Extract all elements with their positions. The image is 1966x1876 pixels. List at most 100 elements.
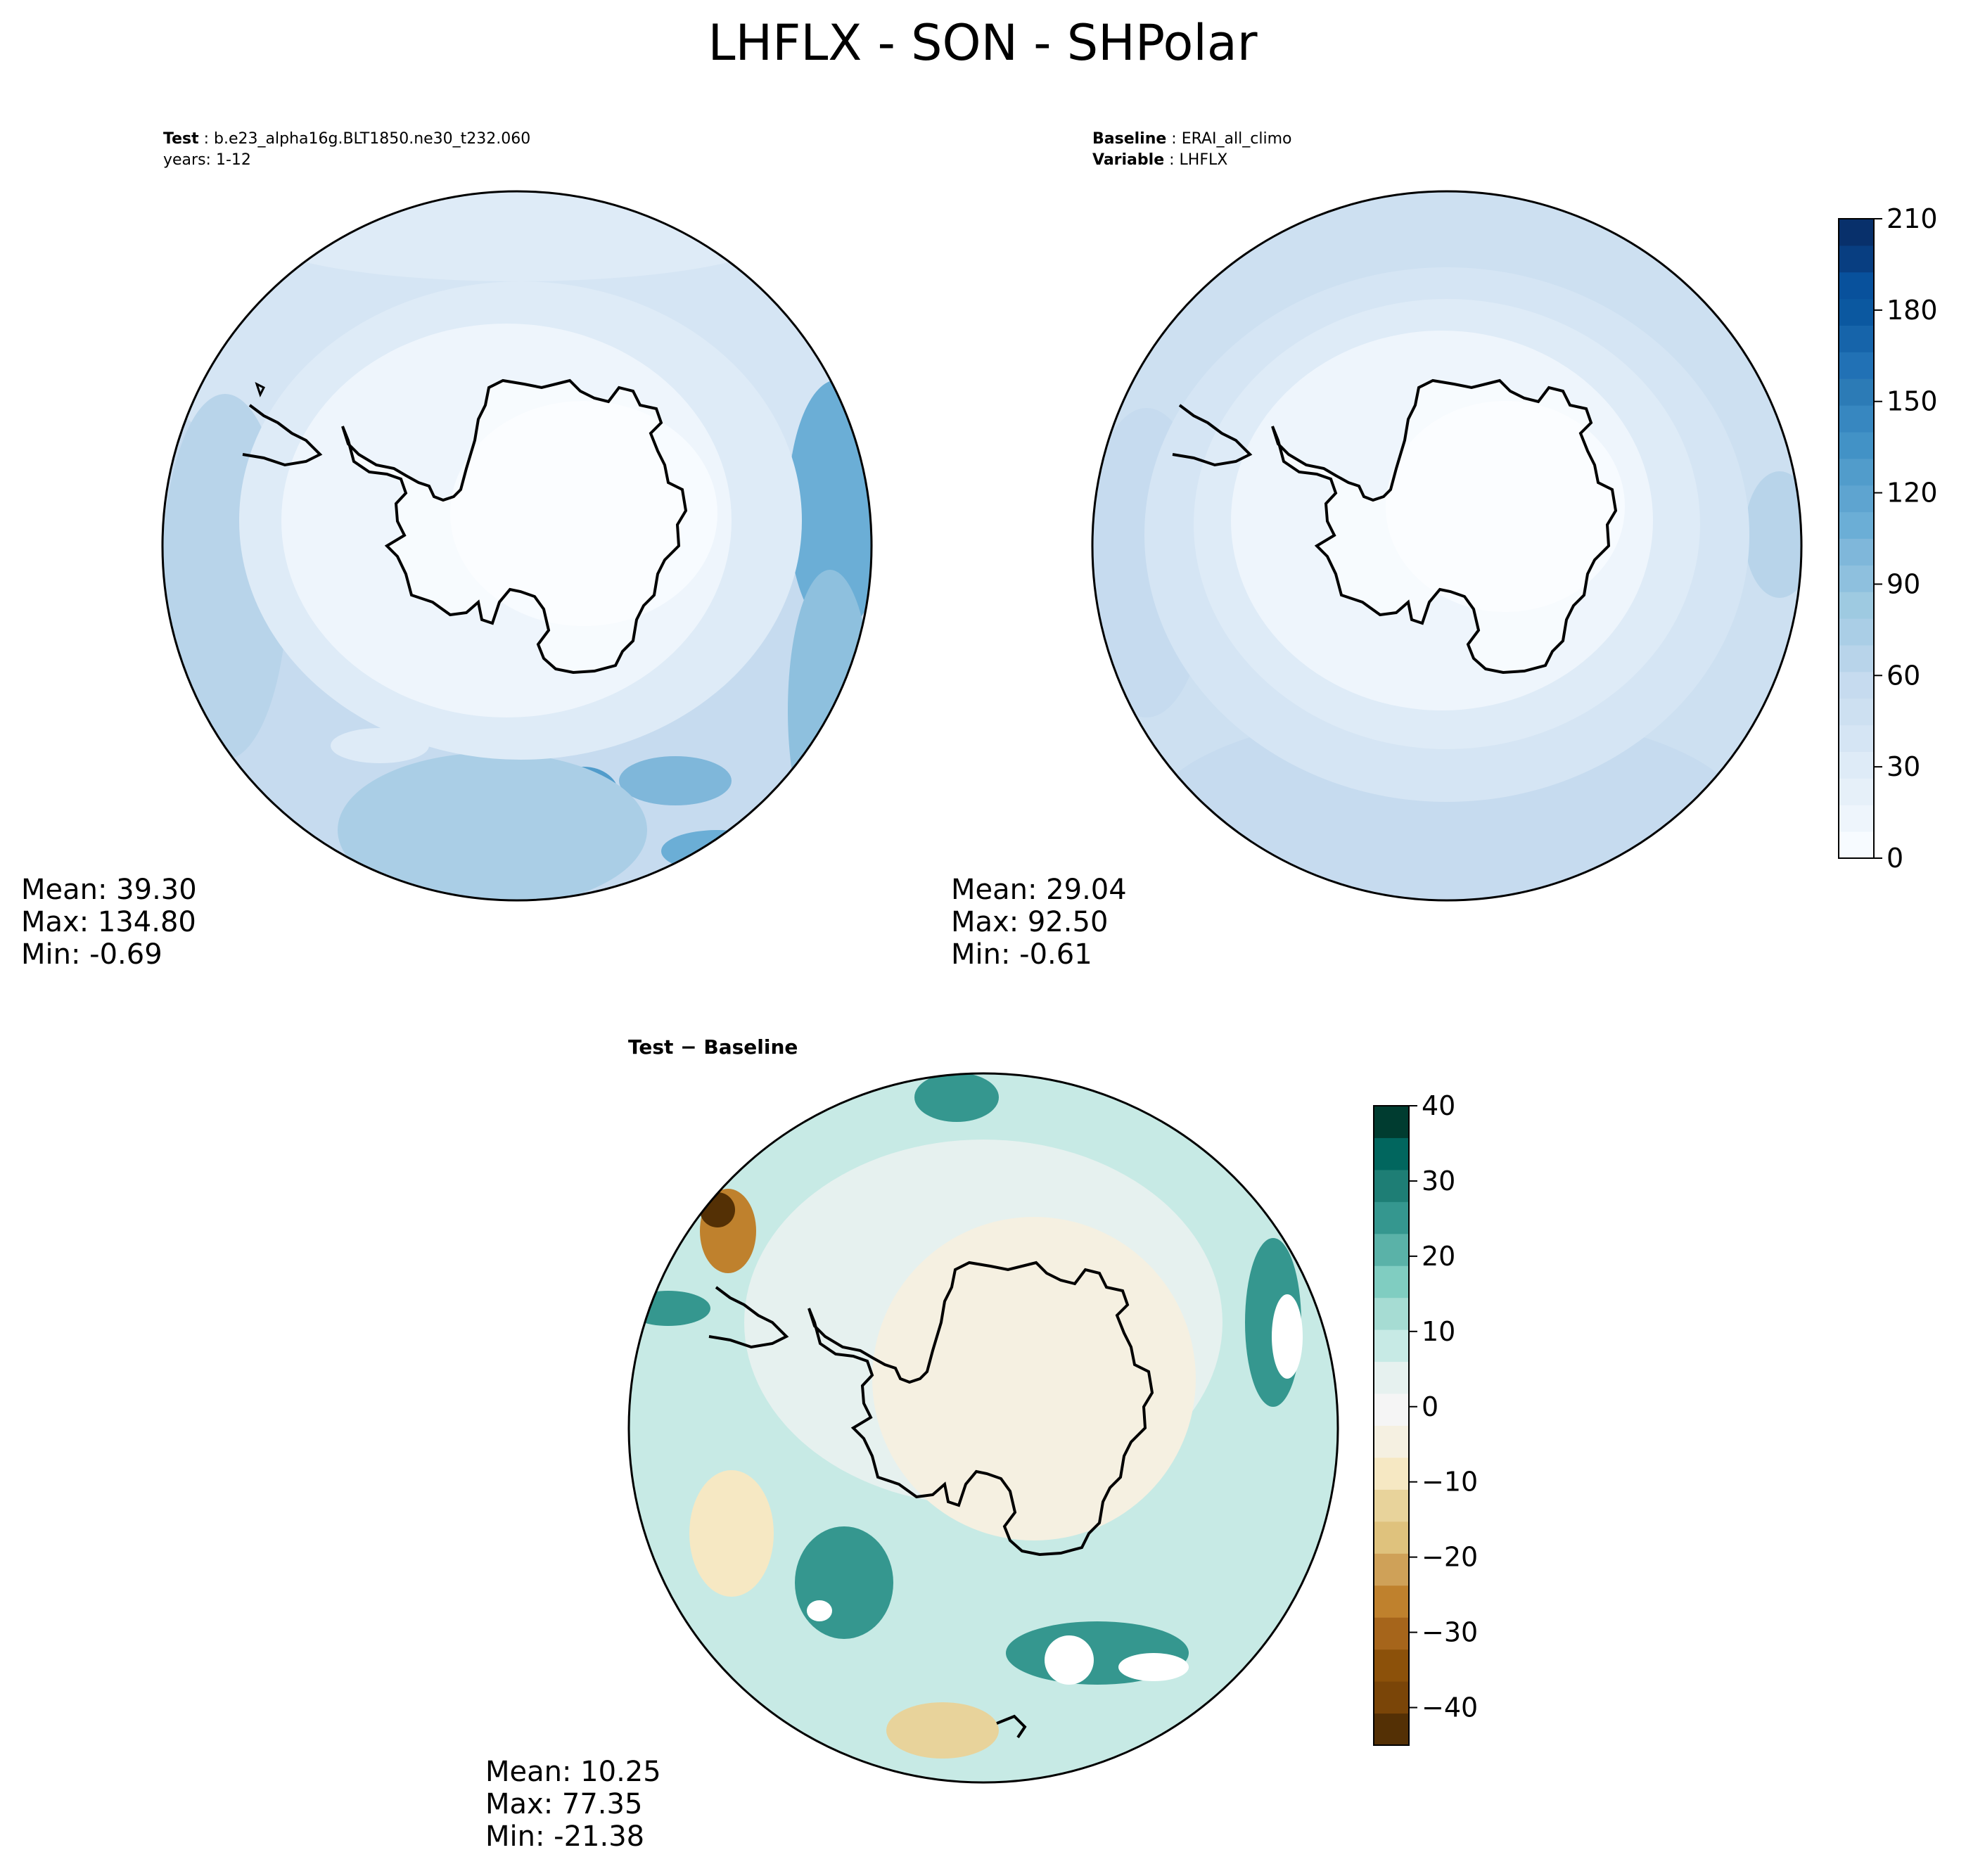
test-min: Min: -0.69 — [21, 938, 162, 971]
test-map-field-south-3 — [661, 830, 774, 872]
colorbar-segment — [1839, 805, 1874, 832]
test-new-zealand-coast — [741, 832, 772, 857]
diff-map-field-southwest-overflow — [807, 1600, 832, 1621]
baseline-map — [1092, 191, 1801, 900]
colorbar-segment — [1374, 1553, 1409, 1586]
colorbar-difference: 40 30 20 10 0 −10 −20 −30 −40 — [1373, 1090, 1478, 1746]
colorbar-segment — [1839, 219, 1874, 246]
test-mean: Mean: 39.30 — [21, 874, 197, 906]
diff-coastlines — [708, 1261, 1154, 1739]
diff-new-zealand-coast — [996, 1714, 1027, 1739]
test-years: years: 1-12 — [163, 151, 251, 169]
colorbar-segment — [1839, 298, 1874, 326]
colorbar-segment — [1374, 1649, 1409, 1682]
baseline-panel: Baseline : ERAI_all_climo Variable : LHF… — [951, 130, 1803, 971]
colorbar-segment — [1839, 618, 1874, 646]
colorbar-segment — [1839, 751, 1874, 779]
colorbar-segment — [1374, 1681, 1409, 1714]
diff-mean: Mean: 10.25 — [485, 1756, 661, 1788]
colorbar-tick-label: −30 — [1422, 1617, 1478, 1648]
colorbar-tick-label: 30 — [1887, 751, 1920, 782]
diff-map-field-north-positive — [914, 1073, 999, 1122]
colorbar-tick-label: 120 — [1887, 478, 1938, 509]
colorbar-segment — [1374, 1265, 1409, 1298]
figure-title: LHFLX - SON - SHPolar — [708, 14, 1257, 72]
diff-panel: Test − Baseline Mean: 10.2 — [485, 1035, 1339, 1853]
colorbar-segment — [1839, 378, 1874, 406]
colorbar-segment — [1374, 1169, 1409, 1202]
baseline-label: Baseline : ERAI_all_climo — [1092, 130, 1291, 148]
colorbar-tick-label: 0 — [1422, 1391, 1438, 1422]
baseline-south-america-coast — [1172, 404, 1253, 467]
variable-name: LHFLX — [1180, 151, 1228, 169]
test-case-name: b.e23_alpha16g.BLT1850.ne30_t232.060 — [214, 130, 530, 148]
diff-map-field-west-positive — [629, 1291, 710, 1326]
colorbar-segment — [1374, 1489, 1409, 1522]
colorbar-segment — [1374, 1713, 1409, 1746]
baseline-map-frame — [1091, 190, 1803, 902]
colorbar-tick-label: 0 — [1887, 843, 1903, 874]
diff-south-america-coast — [708, 1286, 789, 1349]
diff-map-field-south-overflow — [1045, 1635, 1094, 1685]
colorbar-tick-label: 40 — [1422, 1090, 1455, 1121]
baseline-max: Max: 92.50 — [951, 906, 1108, 938]
colorbar-segment — [1839, 485, 1874, 513]
test-map-field-north-2 — [250, 191, 784, 281]
baseline-label-key: Baseline — [1092, 130, 1166, 148]
test-south-america-coast — [242, 404, 323, 467]
test-map-field-blob — [331, 728, 429, 763]
colorbar-segment — [1839, 511, 1874, 539]
test-map — [162, 191, 872, 900]
colorbar-segment — [1839, 778, 1874, 805]
test-panel: Test : b.e23_alpha16g.BLT1850.ne30_t232.… — [21, 130, 873, 971]
colorbar-segment — [1374, 1361, 1409, 1394]
test-map-field-south-2 — [619, 756, 732, 805]
colorbar-tick-label: −10 — [1422, 1467, 1478, 1498]
diff-map-field-negative-west — [689, 1470, 774, 1597]
colorbar-segment — [1839, 405, 1874, 433]
test-label-sep: : — [199, 130, 214, 148]
baseline-mean: Mean: 29.04 — [951, 874, 1127, 906]
colorbar-segment — [1839, 432, 1874, 459]
colorbar-segment — [1374, 1393, 1409, 1426]
colorbar-segment — [1839, 592, 1874, 619]
test-map-frame — [161, 190, 873, 902]
colorbar-segment — [1374, 1297, 1409, 1330]
baseline-case-name: ERAI_all_climo — [1182, 130, 1292, 148]
colorbar-tick-label: −40 — [1422, 1692, 1478, 1723]
colorbar-tick-label: 10 — [1422, 1316, 1455, 1347]
diff-label: Test − Baseline — [628, 1035, 798, 1059]
colorbar-segment — [1839, 698, 1874, 726]
diff-map-frame — [627, 1072, 1339, 1784]
test-map-field-south — [338, 753, 647, 900]
test-label-key: Test — [163, 130, 199, 148]
colorbar-segment — [1374, 1329, 1409, 1363]
test-max: Max: 134.80 — [21, 906, 196, 938]
colorbar-tick-label: 20 — [1422, 1241, 1455, 1272]
colorbar-segment — [1374, 1425, 1409, 1458]
colorbar-segment — [1374, 1233, 1409, 1266]
baseline-map-field-east — [1744, 471, 1801, 598]
diff-min: Min: -21.38 — [485, 1820, 644, 1853]
colorbar-tick-label: 180 — [1887, 295, 1938, 326]
variable-label-key: Variable — [1092, 151, 1164, 169]
colorbar-segment — [1839, 325, 1874, 352]
colorbar-segment — [1839, 671, 1874, 699]
colorbar-frame — [1838, 218, 1875, 859]
colorbar-segment — [1374, 1617, 1409, 1650]
diff-map-field-negative-south — [886, 1702, 999, 1759]
test-label: Test : b.e23_alpha16g.BLT1850.ne30_t232.… — [163, 130, 530, 148]
colorbar-tick-label: 60 — [1887, 660, 1920, 691]
colorbar-segment — [1374, 1137, 1409, 1170]
colorbar-tick-label: −20 — [1422, 1542, 1478, 1573]
colorbar-segment — [1839, 565, 1874, 592]
colorbar-tick-label: 210 — [1887, 203, 1938, 234]
diff-max: Max: 77.35 — [485, 1788, 642, 1820]
diff-map — [629, 1073, 1338, 1782]
baseline-min: Min: -0.61 — [951, 938, 1092, 971]
colorbar-segment — [1839, 831, 1874, 859]
colorbar-segment — [1839, 352, 1874, 379]
colorbar-segment — [1839, 725, 1874, 752]
colorbar-segment — [1839, 538, 1874, 566]
colorbar-segment — [1839, 272, 1874, 300]
